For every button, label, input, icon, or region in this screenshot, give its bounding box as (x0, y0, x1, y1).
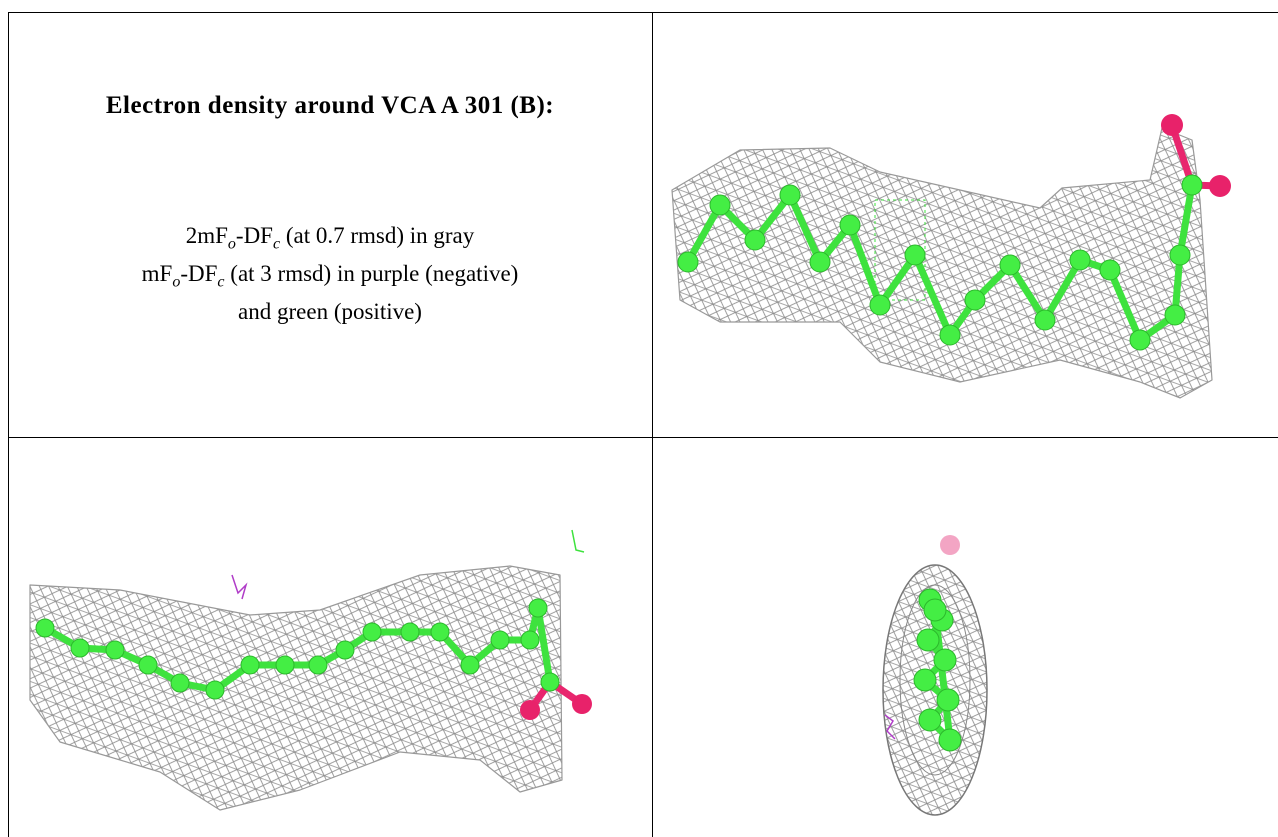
carbon-atom (964, 289, 986, 311)
carbon-atom (1164, 304, 1186, 326)
carbon-atom (335, 640, 355, 660)
carbon-atom (170, 673, 190, 693)
carbon-atom (528, 598, 548, 618)
carbon-atom (809, 251, 831, 273)
subscript: o (172, 273, 181, 291)
density-mesh (671, 127, 1213, 399)
difference-density (884, 714, 896, 740)
oxygen-atom (520, 700, 540, 720)
carbon-atom (779, 184, 801, 206)
carbon-atom (70, 638, 90, 658)
text: (at 0.7 rmsd) in gray (280, 223, 475, 248)
carbon-atom (35, 618, 55, 638)
carbon-atom (744, 229, 766, 251)
table-borders (8, 12, 1278, 837)
carbon-atom (138, 655, 158, 675)
carbon-atom (1169, 244, 1191, 266)
text: -DF (180, 261, 218, 286)
carbon-atom (275, 655, 295, 675)
oxygen-atom (1161, 114, 1183, 136)
carbon-atom (240, 655, 260, 675)
carbon-atom (540, 672, 560, 692)
difference-density (874, 199, 926, 301)
carbon-atom (105, 640, 125, 660)
carbon-atom (1034, 309, 1056, 331)
text: and green (positive) (238, 299, 422, 324)
carbon-atom (400, 622, 420, 642)
carbon-atom (933, 648, 957, 672)
subscript: o (227, 235, 236, 253)
carbon-atom (1181, 174, 1203, 196)
carbon-atom (918, 708, 942, 732)
density-mesh (899, 584, 971, 776)
carbon-atom (1129, 329, 1151, 351)
carbon-atom (677, 251, 699, 273)
carbon-atom (913, 668, 937, 692)
carbon-atom (520, 630, 540, 650)
subscript: c (272, 235, 281, 253)
carbon-atom (362, 622, 382, 642)
carbon-atom (904, 244, 926, 266)
legend-line: and green (positive) (8, 293, 652, 331)
carbon-atom (938, 728, 962, 752)
carbon-atom (1099, 259, 1121, 281)
text: 2mF (185, 223, 228, 248)
oxygen-atom (572, 694, 592, 714)
carbon-atom (490, 630, 510, 650)
carbon-atom (923, 598, 947, 622)
carbon-atom (430, 622, 450, 642)
carbon-atom (308, 655, 328, 675)
subscript: c (217, 273, 225, 291)
carbon-atom (205, 680, 225, 700)
oxygen-atom (940, 535, 960, 555)
title: Electron density around VCA A 301 (B): (105, 92, 555, 119)
carbon-atom (936, 688, 960, 712)
text: (at 3 rmsd) in purple (negative) (224, 261, 519, 286)
legend-line: mFo-DFc (at 3 rmsd) in purple (negative) (8, 255, 652, 293)
carbon-atom (709, 194, 731, 216)
carbon-atom (460, 655, 480, 675)
text: mF (141, 261, 173, 286)
carbon-atom (999, 254, 1021, 276)
text-cell: Electron density around VCA A 301 (B): 2… (8, 12, 652, 437)
text: -DF (235, 223, 273, 248)
carbon-atom (839, 214, 861, 236)
difference-density (231, 574, 248, 600)
legend: 2mFo-DFc (at 0.7 rmsd) in gray mFo-DFc (a… (8, 217, 652, 331)
difference-density (571, 529, 585, 553)
carbon-atom (869, 294, 891, 316)
oxygen-atom (1209, 175, 1231, 197)
density-mesh (29, 565, 563, 811)
density-panels (29, 114, 1231, 816)
carbon-atom (916, 628, 940, 652)
carbon-atom (1069, 249, 1091, 271)
carbon-atom (939, 324, 961, 346)
legend-line: 2mFo-DFc (at 0.7 rmsd) in gray (8, 217, 652, 255)
